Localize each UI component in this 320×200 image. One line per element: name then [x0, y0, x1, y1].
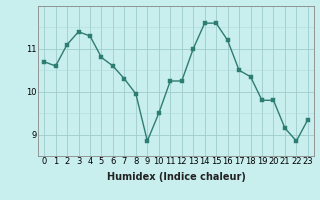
X-axis label: Humidex (Indice chaleur): Humidex (Indice chaleur) — [107, 172, 245, 182]
